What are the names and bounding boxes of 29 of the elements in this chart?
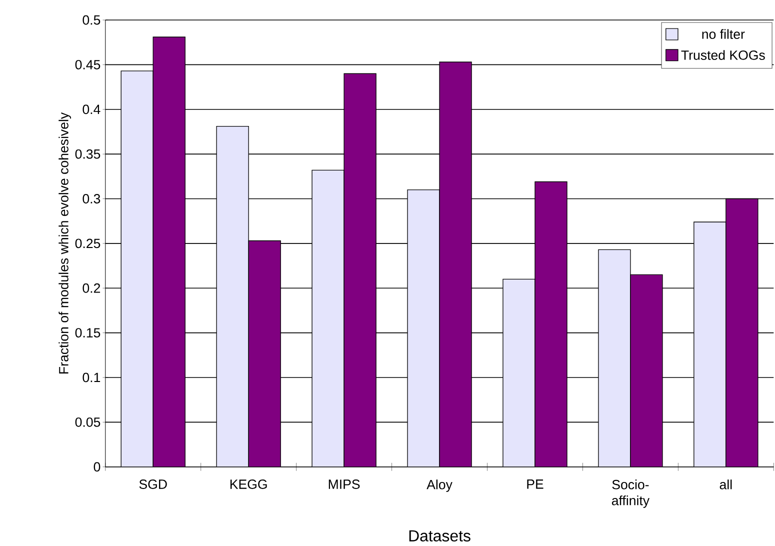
bar (216, 126, 249, 467)
y-tick-label: 0.45 (75, 60, 100, 70)
x-tick-label: KEGG (230, 480, 267, 490)
y-tick-label: 0.25 (75, 238, 100, 248)
y-tick-label: 0.2 (82, 283, 100, 293)
legend-label: Trusted KOGs (681, 50, 765, 60)
bar (407, 190, 440, 467)
x-tick-label: MIPS (328, 480, 360, 490)
y-tick-label: 0.15 (75, 328, 100, 338)
y-tick-label: 0.4 (82, 104, 100, 114)
x-tick-label: Socio-affinity (612, 480, 650, 508)
bar (312, 170, 344, 467)
bar (502, 278, 536, 467)
y-tick-label: 0.3 (82, 194, 100, 204)
bar (694, 222, 726, 467)
x-tick-label: all (720, 480, 732, 490)
y-tick-label: 0.05 (75, 418, 100, 427)
y-tick-label: 0.1 (82, 372, 100, 382)
bar (120, 70, 154, 467)
x-tick-label: Aloy (426, 480, 452, 492)
y-axis-title: Fraction of modules which evolve cohesively (58, 112, 72, 374)
y-tick-label: 0 (94, 462, 100, 472)
legend-label: no filter (702, 29, 745, 39)
bar (598, 249, 631, 467)
y-tick-label: 0.35 (75, 149, 100, 159)
x-tick-label: SGD (139, 480, 167, 490)
y-tick-label: 0.5 (82, 15, 100, 25)
x-axis-title: Datasets (409, 530, 470, 542)
x-tick-label: PE (527, 480, 544, 489)
